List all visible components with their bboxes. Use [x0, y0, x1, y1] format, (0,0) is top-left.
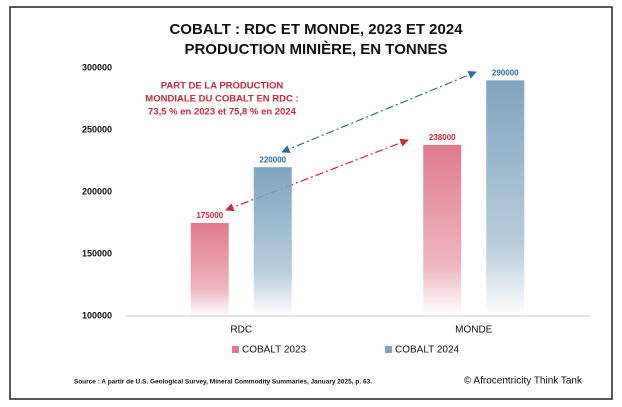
- y-tick-label: 300000: [82, 62, 112, 72]
- source: Source : A partir de U.S. Geological Sur…: [74, 379, 372, 386]
- bar: [190, 223, 229, 316]
- bar: [486, 80, 525, 317]
- arrow: [281, 70, 477, 154]
- x-tick-label: RDC: [230, 325, 252, 336]
- annotation: 73,5 % en 2023 et 75,8 % en 2024: [148, 107, 297, 118]
- data-label: 290000: [492, 69, 519, 78]
- data-label: 238000: [429, 133, 456, 142]
- chart-title: COBALT : RDC ET MONDE, 2023 ET 2024: [169, 21, 463, 38]
- y-tick-label: 150000: [82, 248, 112, 258]
- legend-label: COBALT 2024: [395, 345, 460, 356]
- data-label: 220000: [259, 155, 286, 164]
- chart-subtitle: PRODUCTION MINIÈRE, EN TONNES: [184, 41, 447, 58]
- legend-swatch: [232, 346, 239, 353]
- y-tick-label: 200000: [82, 186, 112, 196]
- credit: © Afrocentricity Think Tank: [464, 376, 583, 387]
- x-tick-label: MONDE: [455, 325, 493, 336]
- data-label: 175000: [196, 211, 223, 220]
- annotation: PART DE LA PRODUCTION: [161, 81, 284, 92]
- legend-label: COBALT 2023: [242, 345, 307, 356]
- y-tick-label: 100000: [82, 310, 112, 320]
- legend-swatch: [385, 346, 392, 353]
- annotation: MONDIALE DU COBALT EN RDC :: [145, 94, 298, 105]
- bar: [253, 167, 292, 316]
- y-tick-label: 250000: [82, 124, 112, 134]
- bar: [423, 144, 462, 316]
